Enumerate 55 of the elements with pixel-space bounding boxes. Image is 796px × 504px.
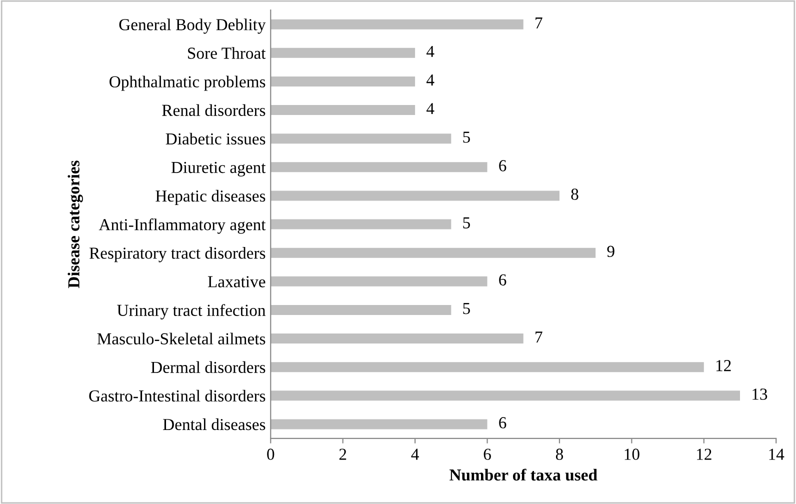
- bar: [270, 105, 416, 116]
- bar: [270, 162, 488, 172]
- x-tick-label: 8: [556, 448, 564, 460]
- data-label: 5: [463, 303, 470, 314]
- bar: [270, 334, 524, 344]
- bar: [270, 190, 560, 201]
- bar: [270, 419, 488, 430]
- x-tick-label: 0: [267, 448, 274, 460]
- y-tick-label: Diuretic agent: [171, 162, 266, 177]
- y-tick-label: Respiratory tract disorders: [89, 247, 266, 262]
- bar: [270, 19, 524, 30]
- data-label: 12: [716, 360, 731, 372]
- x-axis-title: Number of taxa used: [450, 468, 598, 481]
- data-label: 7: [536, 332, 542, 343]
- x-tick-label: 14: [769, 448, 784, 460]
- y-tick-label: General Body Deblity: [119, 18, 266, 34]
- data-label: 6: [499, 274, 506, 286]
- x-tick-label: 2: [339, 448, 346, 460]
- y-tick-label: Anti-Inflammatory agent: [98, 218, 266, 234]
- data-label: 5: [463, 132, 470, 143]
- x-tick-label: 10: [624, 448, 640, 460]
- bar: [270, 276, 488, 286]
- data-label: 6: [499, 417, 506, 428]
- bar: [270, 219, 452, 230]
- y-tick-label: Renal disorders: [162, 104, 266, 116]
- y-tick-label: Laxative: [208, 276, 266, 288]
- bar: [270, 134, 452, 144]
- data-label: 4: [426, 46, 434, 57]
- data-label: 4: [426, 103, 434, 114]
- x-tick-label: 12: [697, 448, 712, 460]
- y-tick-label: Ophthalmatic problems: [110, 76, 266, 91]
- x-tick-label: 6: [484, 448, 491, 460]
- data-label: 4: [426, 74, 434, 86]
- y-tick-label: Urinary tract infection: [117, 304, 266, 320]
- y-tick-label: Sore Throat: [188, 47, 266, 59]
- y-axis-title: Disease categories: [68, 160, 83, 288]
- data-label: 8: [571, 188, 578, 200]
- data-label: 5: [463, 217, 470, 228]
- y-tick-label: Hepatic diseases: [156, 190, 266, 206]
- bar: [270, 48, 416, 58]
- y-tick-label: Gastro-Intestinal disorders: [89, 390, 266, 402]
- y-tick-label: Masculo-Skeletal ailmets: [97, 332, 266, 344]
- bar: [270, 248, 596, 258]
- bar: [270, 362, 704, 372]
- y-tick-label: Dermal disorders: [151, 361, 266, 374]
- x-tick-label: 4: [411, 448, 419, 460]
- bar: [270, 76, 416, 86]
- y-tick-label: Dental diseases: [163, 418, 266, 430]
- bar: [270, 390, 740, 401]
- data-label: 13: [752, 388, 768, 400]
- y-tick-label: Diabetic issues: [166, 132, 266, 145]
- data-label: 6: [499, 160, 506, 172]
- data-label: 7: [536, 17, 542, 28]
- bar: [270, 304, 452, 315]
- data-label: 9: [607, 246, 614, 258]
